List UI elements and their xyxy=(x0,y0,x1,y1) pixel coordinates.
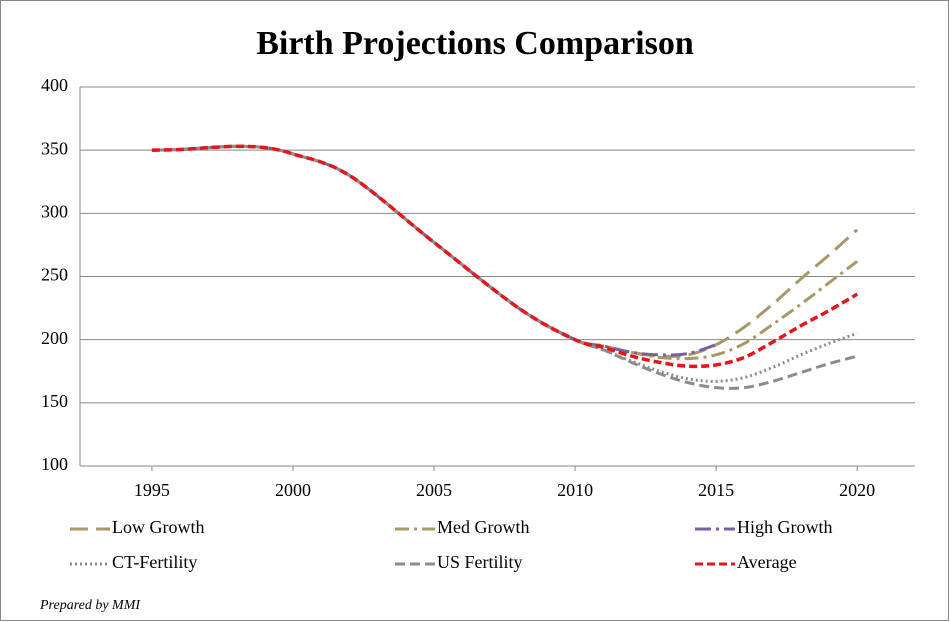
y-tick-label: 150 xyxy=(41,391,68,411)
y-tick-label: 400 xyxy=(41,75,68,95)
chart-title: Birth Projections Comparison xyxy=(256,25,694,62)
y-tick-label: 350 xyxy=(41,138,68,158)
y-tick-label: 250 xyxy=(41,265,68,285)
legend-label: CT-Fertility xyxy=(112,552,197,572)
x-tick-label: 2015 xyxy=(698,480,734,500)
x-tick-label: 2020 xyxy=(839,480,875,500)
y-tick-label: 100 xyxy=(41,454,68,474)
x-tick-label: 2005 xyxy=(416,480,452,500)
legend-label: US Fertility xyxy=(437,552,523,572)
y-tick-label: 300 xyxy=(41,201,68,221)
x-tick-label: 2010 xyxy=(557,480,593,500)
x-tick-label: 1995 xyxy=(134,480,170,500)
legend-label: Average xyxy=(737,552,797,572)
x-tick-label: 2000 xyxy=(275,480,311,500)
legend-label: Low Growth xyxy=(112,517,205,537)
y-tick-label: 200 xyxy=(41,328,68,348)
legend-label: Med Growth xyxy=(437,517,530,537)
footnote: Prepared by MMI xyxy=(39,598,141,613)
legend-label: High Growth xyxy=(737,517,833,537)
series-line xyxy=(151,144,859,369)
